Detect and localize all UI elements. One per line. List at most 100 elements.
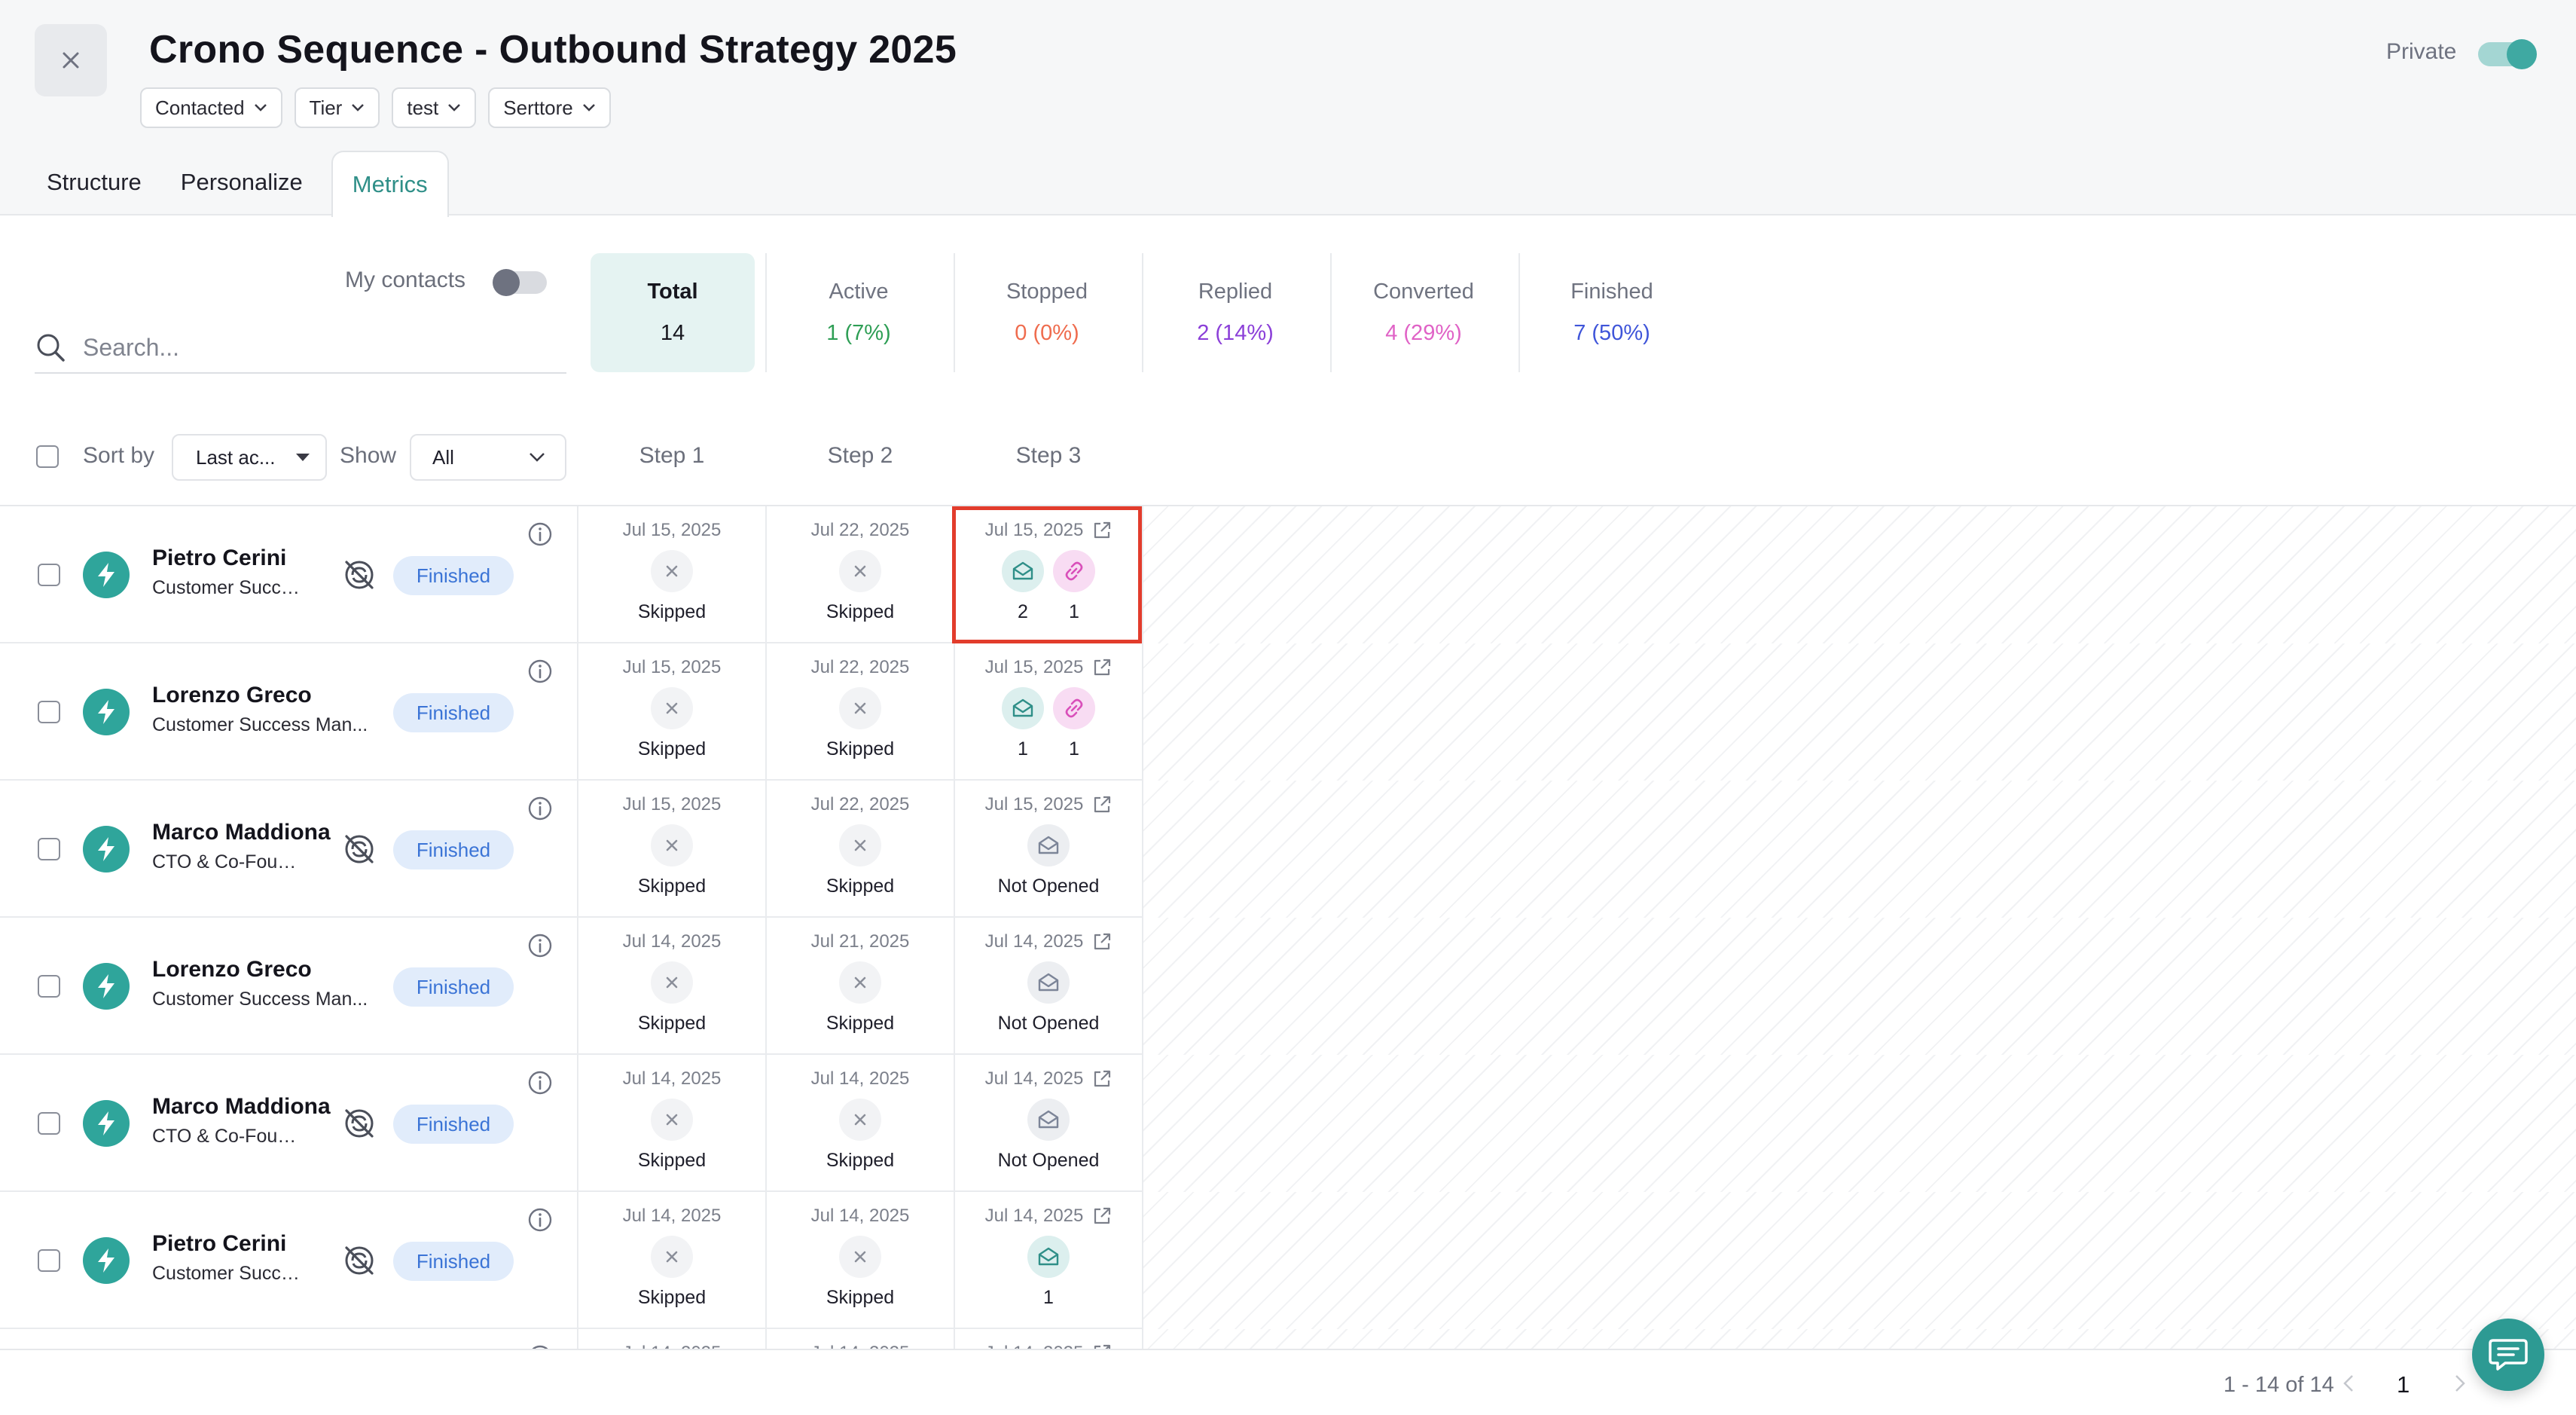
tab-metrics[interactable]: Metrics bbox=[331, 151, 449, 217]
step-cell[interactable]: Jul 15, 2025 2 1 bbox=[954, 506, 1143, 643]
row-checkbox[interactable] bbox=[38, 701, 60, 723]
tab-structure[interactable]: Structure bbox=[47, 169, 142, 195]
filter-test[interactable]: test bbox=[392, 87, 477, 128]
row-checkbox[interactable] bbox=[38, 838, 60, 860]
info-button[interactable] bbox=[527, 1344, 553, 1350]
step-cell[interactable]: Jul 14, 2025 Skipped bbox=[578, 1192, 766, 1329]
info-button[interactable] bbox=[527, 933, 553, 962]
step-cell[interactable]: Jul 14, 2025 bbox=[766, 1329, 954, 1350]
email-activity[interactable] bbox=[1027, 961, 1070, 1004]
step-cell[interactable]: Jul 14, 2025 Skipped bbox=[578, 1055, 766, 1192]
my-contacts-toggle[interactable] bbox=[493, 269, 547, 296]
info-icon[interactable] bbox=[527, 521, 553, 547]
info-icon[interactable] bbox=[527, 796, 553, 821]
email-activity[interactable] bbox=[1002, 550, 1044, 592]
email-activity[interactable] bbox=[1027, 1099, 1070, 1141]
avatar[interactable] bbox=[83, 963, 130, 1010]
stat-converted[interactable]: Converted 4 (29%) bbox=[1341, 253, 1506, 372]
contact-name[interactable]: Marco Maddiona bbox=[152, 1094, 331, 1119]
link-click-activity[interactable] bbox=[1053, 550, 1095, 592]
step-cell[interactable]: Jul 14, 2025 1 bbox=[954, 1192, 1143, 1329]
step-cell[interactable]: Jul 15, 2025 1 1 bbox=[954, 643, 1143, 781]
info-button[interactable] bbox=[527, 659, 553, 688]
info-icon[interactable] bbox=[527, 1070, 553, 1096]
table-row[interactable]: Marco Maddiona CTO & Co-Founder Finished Ju… bbox=[0, 781, 2576, 918]
stat-finished[interactable]: Finished 7 (50%) bbox=[1529, 253, 1695, 372]
avatar[interactable] bbox=[83, 689, 130, 735]
avatar[interactable] bbox=[83, 552, 130, 598]
step-cell[interactable]: Jul 15, 2025 Skipped bbox=[578, 643, 766, 781]
info-button[interactable] bbox=[527, 521, 553, 551]
table-row[interactable]: Lorenzo Greco Customer Success Man... Fini… bbox=[0, 918, 2576, 1055]
sort-select[interactable]: Last ac... bbox=[172, 434, 327, 481]
info-button[interactable] bbox=[527, 1070, 553, 1099]
avatar[interactable] bbox=[83, 826, 130, 873]
table-row[interactable]: Jul 14, 2025 Jul 14, 2025 Jul 14, 2025 bbox=[0, 1329, 2576, 1350]
stat-active[interactable]: Active 1 (7%) bbox=[776, 253, 942, 372]
info-icon[interactable] bbox=[527, 659, 553, 684]
select-all-checkbox[interactable] bbox=[36, 445, 59, 468]
step-cell[interactable]: Jul 14, 2025 Skipped bbox=[766, 1192, 954, 1329]
step-cell[interactable]: Jul 14, 2025 Skipped bbox=[766, 1055, 954, 1192]
step-cell[interactable]: Jul 15, 2025 Skipped bbox=[578, 781, 766, 918]
table-row[interactable]: Marco Maddiona CTO & Co-Founder Finished Ju… bbox=[0, 1055, 2576, 1192]
step-cell[interactable]: Jul 14, 2025 Not Opened bbox=[954, 918, 1143, 1055]
info-icon[interactable] bbox=[527, 933, 553, 958]
tab-personalize[interactable]: Personalize bbox=[180, 169, 303, 195]
close-icon bbox=[854, 565, 866, 577]
external-link-icon[interactable] bbox=[1092, 932, 1112, 952]
page-number[interactable]: 1 bbox=[2397, 1371, 2410, 1398]
chevron-left-icon[interactable] bbox=[2343, 1374, 2355, 1392]
table-row[interactable]: Pietro Cerini Customer Success ... Finishe… bbox=[0, 506, 2576, 643]
email-opened-icon bbox=[1038, 1110, 1059, 1129]
contact-name[interactable]: Lorenzo Greco bbox=[152, 683, 312, 708]
external-link-icon[interactable] bbox=[1092, 1069, 1112, 1089]
step-cell[interactable]: Jul 22, 2025 Skipped bbox=[766, 506, 954, 643]
step-cell[interactable]: Jul 22, 2025 Skipped bbox=[766, 781, 954, 918]
info-button[interactable] bbox=[527, 1207, 553, 1236]
step-cell[interactable]: Jul 21, 2025 Skipped bbox=[766, 918, 954, 1055]
info-icon[interactable] bbox=[527, 1207, 553, 1233]
external-link-icon[interactable] bbox=[1092, 521, 1112, 540]
external-link-icon[interactable] bbox=[1092, 658, 1112, 677]
step-cell[interactable]: Jul 22, 2025 Skipped bbox=[766, 643, 954, 781]
step-cell[interactable]: Jul 14, 2025 bbox=[578, 1329, 766, 1350]
search-input[interactable] bbox=[83, 333, 535, 362]
step-cell[interactable]: Jul 15, 2025 Not Opened bbox=[954, 781, 1143, 918]
row-checkbox[interactable] bbox=[38, 975, 60, 998]
step-cell[interactable]: Jul 14, 2025 Skipped bbox=[578, 918, 766, 1055]
email-activity[interactable] bbox=[1002, 687, 1044, 729]
row-checkbox[interactable] bbox=[38, 564, 60, 586]
table-row[interactable]: Pietro Cerini Customer Success ... Finishe… bbox=[0, 1192, 2576, 1329]
contact-name[interactable]: Pietro Cerini bbox=[152, 1231, 287, 1256]
stat-total[interactable]: Total 14 bbox=[591, 253, 755, 372]
step-cell[interactable]: Jul 15, 2025 Skipped bbox=[578, 506, 766, 643]
email-activity[interactable] bbox=[1027, 824, 1070, 866]
chat-support-button[interactable] bbox=[2472, 1319, 2544, 1391]
show-select[interactable]: All bbox=[410, 434, 566, 481]
private-toggle[interactable] bbox=[2478, 39, 2537, 69]
row-checkbox[interactable] bbox=[38, 1249, 60, 1272]
chevron-right-icon[interactable] bbox=[2454, 1374, 2466, 1392]
email-activity[interactable] bbox=[1027, 1236, 1070, 1278]
info-icon[interactable] bbox=[527, 1344, 553, 1350]
external-link-icon[interactable] bbox=[1092, 1206, 1112, 1226]
row-checkbox[interactable] bbox=[38, 1112, 60, 1135]
filter-tier[interactable]: Tier bbox=[294, 87, 380, 128]
info-button[interactable] bbox=[527, 796, 553, 825]
table-row[interactable]: Lorenzo Greco Customer Success Man... Fini… bbox=[0, 643, 2576, 781]
step-cell[interactable]: Jul 14, 2025 Not Opened bbox=[954, 1055, 1143, 1192]
stat-replied[interactable]: Replied 2 (14%) bbox=[1152, 253, 1318, 372]
contact-name[interactable]: Marco Maddiona bbox=[152, 820, 331, 845]
filter-serttore[interactable]: Serttore bbox=[488, 87, 611, 128]
external-link-icon[interactable] bbox=[1092, 795, 1112, 814]
contact-name[interactable]: Lorenzo Greco bbox=[152, 957, 312, 982]
filter-contacted[interactable]: Contacted bbox=[140, 87, 282, 128]
stat-stopped[interactable]: Stopped 0 (0%) bbox=[964, 253, 1130, 372]
step-cell[interactable]: Jul 14, 2025 bbox=[954, 1329, 1143, 1350]
avatar[interactable] bbox=[83, 1100, 130, 1147]
contact-name[interactable]: Pietro Cerini bbox=[152, 546, 287, 570]
link-click-activity[interactable] bbox=[1053, 687, 1095, 729]
avatar[interactable] bbox=[83, 1237, 130, 1284]
close-button[interactable] bbox=[35, 24, 107, 96]
